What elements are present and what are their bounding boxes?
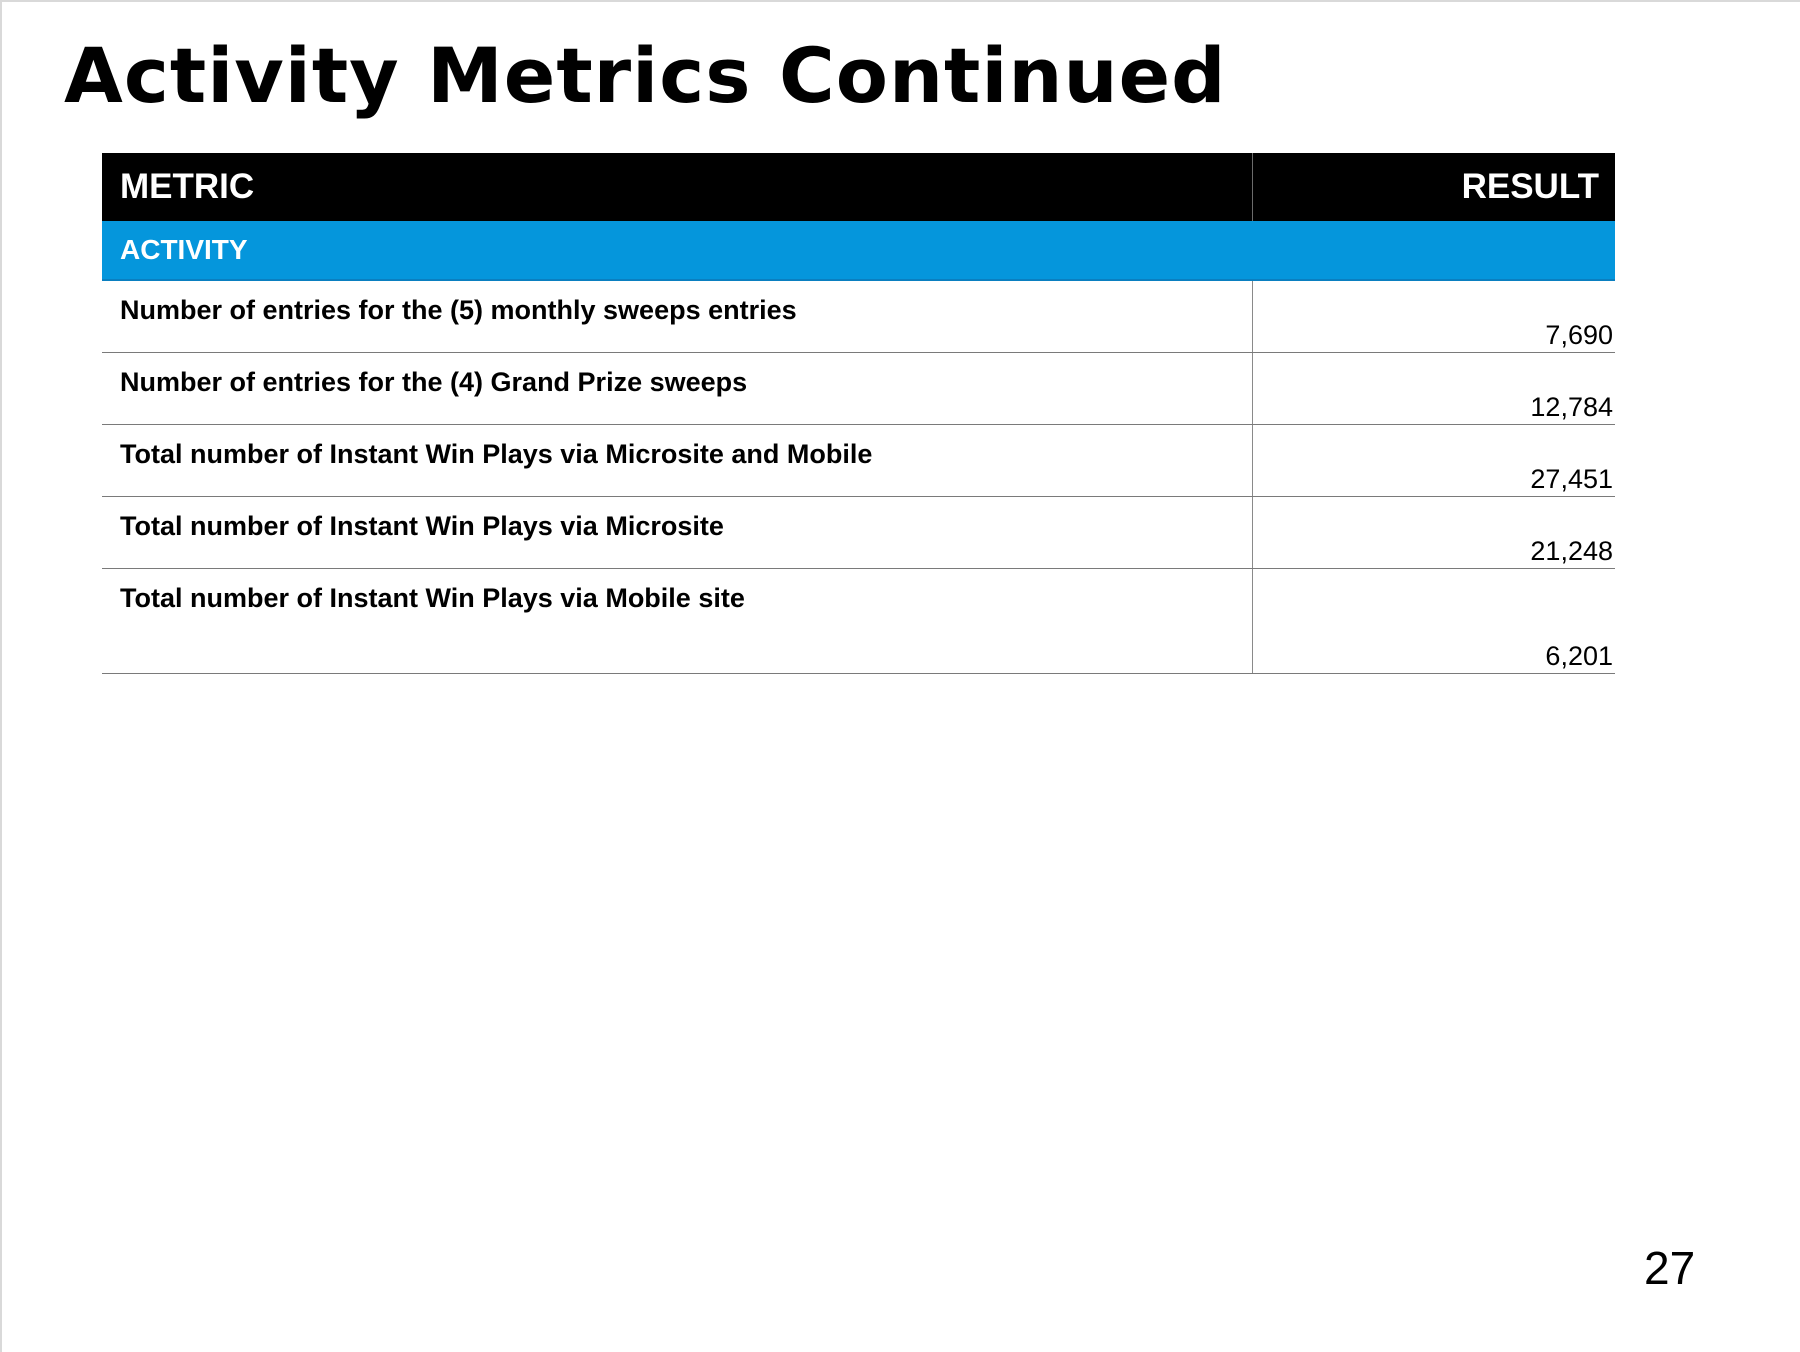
section-label: ACTIVITY bbox=[102, 221, 1615, 281]
result-cell: 27,451 bbox=[1252, 424, 1615, 497]
metrics-table: METRIC RESULT ACTIVITY Number of entries… bbox=[102, 153, 1615, 674]
result-column-header: RESULT bbox=[1252, 153, 1615, 221]
metric-cell: Total number of Instant Win Plays via Mi… bbox=[102, 496, 1253, 569]
result-cell: 12,784 bbox=[1252, 352, 1615, 425]
slide-title: Activity Metrics Continued bbox=[64, 31, 1227, 120]
table-header-row: METRIC RESULT bbox=[102, 153, 1615, 221]
section-row-activity: ACTIVITY bbox=[102, 221, 1615, 281]
table-row: Number of entries for the (4) Grand Priz… bbox=[102, 352, 1615, 425]
metric-cell: Number of entries for the (5) monthly sw… bbox=[102, 280, 1253, 353]
metric-cell: Total number of Instant Win Plays via Mo… bbox=[102, 568, 1253, 674]
table-row: Number of entries for the (5) monthly sw… bbox=[102, 280, 1615, 353]
metric-column-header: METRIC bbox=[102, 153, 1253, 221]
result-cell: 21,248 bbox=[1252, 496, 1615, 569]
metric-cell: Number of entries for the (4) Grand Priz… bbox=[102, 352, 1253, 425]
result-cell: 7,690 bbox=[1252, 280, 1615, 353]
page-number: 27 bbox=[1644, 1242, 1696, 1294]
result-cell: 6,201 bbox=[1252, 568, 1615, 674]
table-row: Total number of Instant Win Plays via Mi… bbox=[102, 424, 1615, 497]
table-row: Total number of Instant Win Plays via Mo… bbox=[102, 568, 1615, 674]
table-row: Total number of Instant Win Plays via Mi… bbox=[102, 496, 1615, 569]
metric-cell: Total number of Instant Win Plays via Mi… bbox=[102, 424, 1253, 497]
